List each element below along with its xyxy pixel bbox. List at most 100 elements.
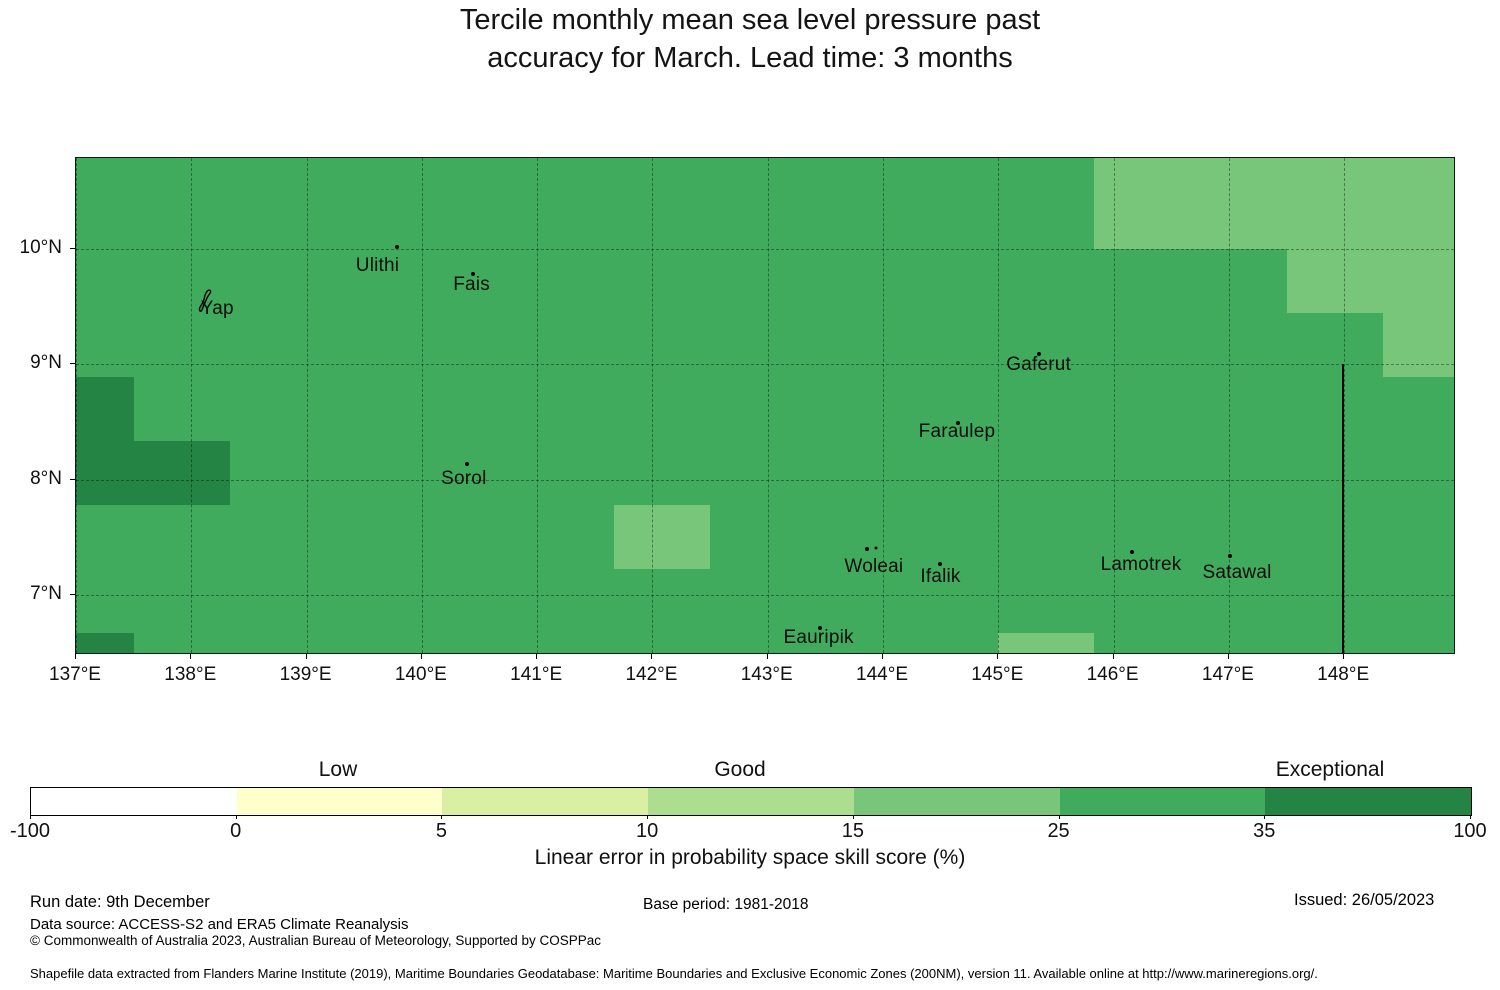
chart-title-line2: accuracy for March. Lead time: 3 months [487,42,1013,74]
island-marker-icon [955,421,960,426]
x-tick-label: 141°E [510,664,563,685]
island-marker-icon [464,461,469,466]
grid-cell [998,633,1095,653]
colorbar-category-label: Good [714,758,766,781]
grid-cell [1286,249,1454,314]
colorbar-tick [30,815,31,819]
colorbar-category-label: Exceptional [1275,758,1385,781]
x-axis-tick [1343,654,1345,659]
island-label: Ifalik [920,565,961,587]
island-marker-icon [937,561,942,566]
colorbar-segment [853,788,1060,815]
y-axis-tick [70,478,75,480]
island-label: Yap [200,297,234,319]
longitude-gridline [767,158,769,653]
issued-date-text: Issued: 26/05/2023 [1294,891,1435,909]
island-marker-icon [394,244,399,249]
x-tick-label: 142°E [625,664,678,685]
longitude-gridline [537,158,539,653]
colorbar-tick [1058,815,1060,819]
colorbar-segment [648,788,854,815]
longitude-gridline [998,158,1000,653]
island-marker-icon [1228,553,1233,558]
grid-cell [76,441,230,506]
colorbar [30,787,1472,816]
x-tick-label: 143°E [740,664,793,685]
longitude-gridline [191,158,193,653]
island-label: Sorol [441,467,487,489]
colorbar-tick-label: 10 [636,820,659,842]
colorbar-tick [647,815,649,819]
longitude-gridline [1228,158,1230,653]
latitude-gridline [76,249,1454,251]
latitude-gridline [76,364,1454,366]
x-axis-tick [1112,654,1114,659]
colorbar-tick [441,815,443,819]
colorbar-segment [1059,788,1266,815]
colorbar-tick-label: 0 [230,820,242,842]
x-tick-label: 146°E [1086,664,1139,685]
x-axis-tick [997,654,999,659]
y-axis-tick [70,248,75,250]
island-marker-icon [1036,352,1041,357]
y-tick-label: 8°N [30,467,62,489]
colorbar-segment [1265,788,1472,815]
longitude-gridline [306,158,308,653]
y-tick-label: 10°N [19,237,62,259]
island-label: Ulithi [355,254,400,276]
island-label: Faraulep [918,421,996,443]
chart-title-line1: Tercile monthly mean sea level pressure … [459,4,1041,36]
colorbar-tick-label: 100 [1453,820,1487,842]
grid-cell [76,633,134,653]
island-label: Woleai [844,555,904,577]
colorbar-tick-label: -100 [9,820,51,842]
x-tick-label: 144°E [856,664,909,685]
island-shape-icon [196,288,218,314]
x-axis-tick [1227,654,1229,659]
longitude-gridline [421,158,423,653]
colorbar-tick-label: 5 [435,820,447,842]
island-marker-icon [874,546,878,550]
colorbar-tick-label: 15 [841,820,864,842]
x-axis-tick [75,654,76,659]
colorbar-tick [1470,815,1471,819]
x-axis-tick [536,654,538,659]
x-tick-label: 140°E [394,664,447,685]
island-marker-icon [864,546,869,551]
island-label: Gaferut [1006,354,1072,376]
x-axis-tick [766,654,768,659]
longitude-gridline [1344,158,1346,653]
data-source-text: Data source: ACCESS-S2 and ERA5 Climate … [30,916,409,933]
colorbar-tick [852,815,854,819]
x-axis-tick [882,654,884,659]
grid-cell [614,505,711,570]
island-marker-icon [817,626,822,631]
x-axis-tick [190,654,192,659]
base-period-text: Base period: 1981-2018 [643,896,809,913]
colorbar-segment [236,788,443,815]
x-axis-tick [651,654,653,659]
longitude-gridline [883,158,885,653]
copyright-text: © Commonwealth of Australia 2023, Austra… [30,933,602,948]
x-tick-label: 147°E [1201,664,1254,685]
colorbar-segment [31,788,237,815]
x-tick-label: 139°E [279,664,332,685]
x-axis-tick [305,654,307,659]
y-axis-tick [70,594,75,596]
x-tick-label: 138°E [164,664,217,685]
island-label: Lamotrek [1100,554,1182,576]
grid-cell [1094,158,1454,250]
longitude-gridline [76,158,77,653]
y-tick-label: 7°N [30,583,62,605]
x-tick-label: 137°E [49,664,101,685]
x-tick-label: 145°E [971,664,1024,685]
longitude-gridline [1113,158,1115,653]
run-date-text: Run date: 9th December [30,893,210,911]
grid-cell [76,377,134,442]
y-axis-tick [70,363,75,365]
island-label: Eauripik [783,627,854,649]
island-label: Fais [453,274,490,296]
island-marker-icon [1130,550,1135,555]
island-marker-icon [470,272,475,277]
